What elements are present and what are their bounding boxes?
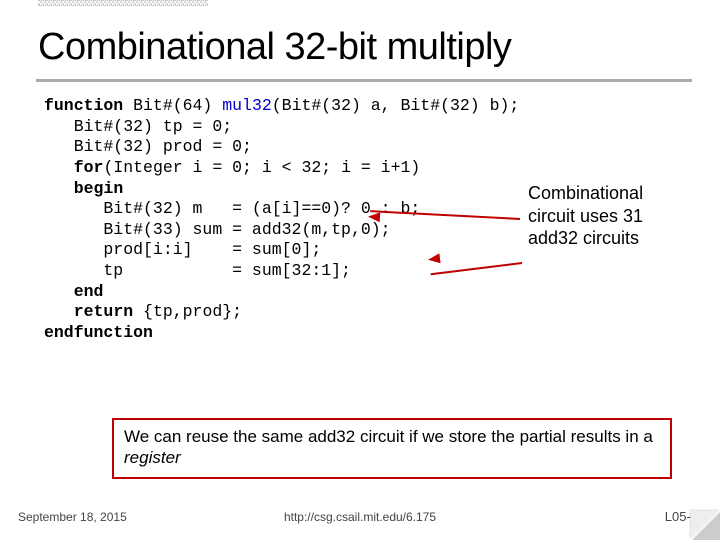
code-text: Bit#(33) sum = add32(m,tp,0);: [44, 220, 391, 239]
kw-end: end: [74, 282, 104, 301]
code-text: (Integer i = 0; i < 32; i = i+1): [103, 158, 420, 177]
page-curl-icon: [688, 508, 720, 540]
arrow-line: [431, 262, 523, 275]
code-text: prod[i:i] = sum[0];: [44, 240, 321, 259]
code-text: [44, 179, 74, 198]
code-text: [44, 158, 74, 177]
code-text: Bit#(64): [123, 96, 222, 115]
code-text: Bit#(32) m = (a[i]==0)? 0 : b;: [44, 199, 420, 218]
code-text: tp = sum[32:1];: [44, 261, 351, 280]
kw-function: function: [44, 96, 123, 115]
kw-return: return: [74, 302, 133, 321]
kw-endfunction: endfunction: [44, 323, 153, 342]
title-decoration: [38, 0, 208, 6]
code-text: Bit#(32) prod = 0;: [44, 137, 252, 156]
kw-begin: begin: [74, 179, 124, 198]
kw-for: for: [74, 158, 104, 177]
code-text: (Bit#(32) a, Bit#(32) b);: [272, 96, 520, 115]
arrow-to-add32: [430, 258, 522, 278]
fn-name: mul32: [222, 96, 272, 115]
code-text: {tp,prod};: [133, 302, 242, 321]
title-block: Combinational 32-bit multiply: [0, 0, 720, 82]
note-box: We can reuse the same add32 circuit if w…: [112, 418, 672, 479]
arrow-head-icon: [427, 253, 440, 264]
arrow-head-icon: [368, 212, 381, 223]
code-text: [44, 302, 74, 321]
slide-title: Combinational 32-bit multiply: [0, 18, 720, 79]
footer-url: http://csg.csail.mit.edu/6.175: [0, 510, 720, 524]
note-emphasis: register: [124, 448, 181, 467]
note-text: We can reuse the same add32 circuit if w…: [124, 427, 653, 446]
annotation-text: Combinational circuit uses 31 add32 circ…: [528, 182, 688, 250]
arrow-line: [370, 210, 520, 220]
code-text: [44, 282, 74, 301]
arrow-to-for: [370, 210, 520, 230]
title-underline: [36, 79, 692, 82]
slide: Combinational 32-bit multiply function B…: [0, 0, 720, 540]
code-text: Bit#(32) tp = 0;: [44, 117, 232, 136]
